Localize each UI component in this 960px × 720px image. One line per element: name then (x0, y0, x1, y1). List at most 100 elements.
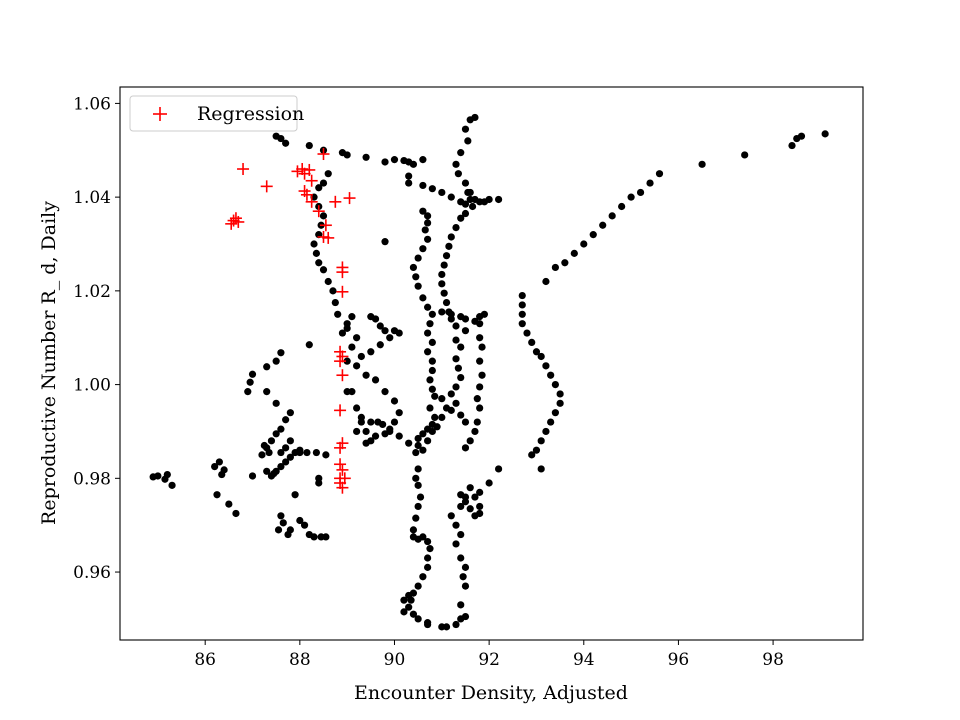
regression-marker (334, 441, 347, 454)
data-point (213, 491, 221, 499)
data-point (528, 451, 536, 459)
data-point (452, 540, 460, 548)
data-point (523, 329, 531, 337)
data-point (457, 343, 465, 351)
data-point (310, 240, 318, 248)
data-point (438, 395, 446, 403)
x-tick-label: 98 (762, 650, 784, 670)
data-point (542, 362, 550, 370)
regression-marker (336, 369, 349, 382)
data-point (542, 427, 550, 436)
data-point (532, 446, 541, 454)
regression-marker (260, 180, 273, 193)
data-point (319, 179, 328, 187)
data-point (471, 493, 479, 501)
data-point (348, 313, 356, 321)
data-point (438, 188, 446, 197)
data-point (518, 320, 526, 328)
data-point (400, 596, 408, 604)
data-point (426, 404, 434, 412)
data-point (414, 502, 422, 511)
regression-marker (336, 481, 349, 494)
regression-marker (303, 163, 316, 176)
data-point (698, 160, 706, 168)
data-point (428, 338, 436, 347)
regression-marker (322, 231, 335, 244)
data-point (419, 573, 427, 581)
data-point (419, 181, 427, 190)
data-point (409, 160, 418, 168)
data-point (447, 390, 455, 398)
data-point (379, 420, 387, 429)
regression-marker (305, 174, 318, 187)
data-point (395, 409, 403, 417)
data-point (353, 362, 361, 370)
data-point (797, 132, 806, 140)
data-point (459, 573, 467, 581)
data-point (580, 240, 588, 248)
regression-marker (237, 163, 250, 176)
data-point (447, 193, 455, 201)
data-point (319, 212, 328, 220)
data-point (494, 465, 503, 473)
data-point (211, 463, 219, 471)
data-point (461, 444, 470, 452)
data-point (286, 526, 294, 534)
data-point (263, 467, 271, 475)
data-point (438, 308, 446, 316)
data-point (547, 418, 555, 426)
data-point (452, 620, 460, 629)
data-point (367, 418, 375, 426)
data-point (454, 364, 462, 372)
legend: Regression (129, 95, 304, 132)
data-point (424, 303, 432, 311)
data-point (260, 441, 268, 450)
data-point (381, 430, 389, 438)
legend-marker-regression (153, 107, 167, 121)
data-point (412, 514, 420, 522)
points-layer (149, 113, 829, 631)
data-point (272, 357, 280, 365)
data-point (457, 530, 465, 539)
data-point (741, 151, 749, 159)
data-point (267, 437, 276, 445)
data-point (476, 502, 484, 511)
data-point (419, 207, 427, 215)
data-point (466, 505, 474, 513)
data-point (627, 193, 635, 201)
data-point (390, 418, 399, 426)
data-point (438, 280, 446, 288)
data-point (452, 355, 460, 363)
data-point (457, 554, 465, 562)
data-point (315, 184, 323, 192)
data-point (161, 475, 169, 483)
data-point (263, 388, 271, 396)
data-point (312, 249, 320, 257)
data-point (428, 357, 436, 365)
data-point (466, 484, 474, 492)
data-point (466, 116, 474, 124)
x-tick-label: 92 (478, 650, 500, 670)
data-point (478, 371, 486, 379)
data-point (466, 437, 474, 445)
data-point (457, 373, 465, 382)
data-point (414, 582, 422, 590)
y-tick-label: 0.98 (73, 469, 111, 489)
data-point (452, 322, 460, 330)
data-point (433, 423, 441, 431)
data-point (532, 348, 541, 356)
data-point (386, 425, 394, 433)
data-point (322, 533, 330, 541)
regression-marker (336, 285, 349, 298)
data-point (246, 378, 254, 386)
data-point (353, 404, 361, 412)
x-tick-label: 86 (194, 650, 216, 670)
data-point (357, 352, 365, 361)
data-point (442, 623, 451, 631)
regression-marker (312, 205, 325, 218)
data-point (282, 458, 290, 466)
data-point (570, 249, 578, 257)
data-point (428, 385, 436, 393)
data-point (416, 493, 425, 501)
data-point (518, 291, 526, 300)
